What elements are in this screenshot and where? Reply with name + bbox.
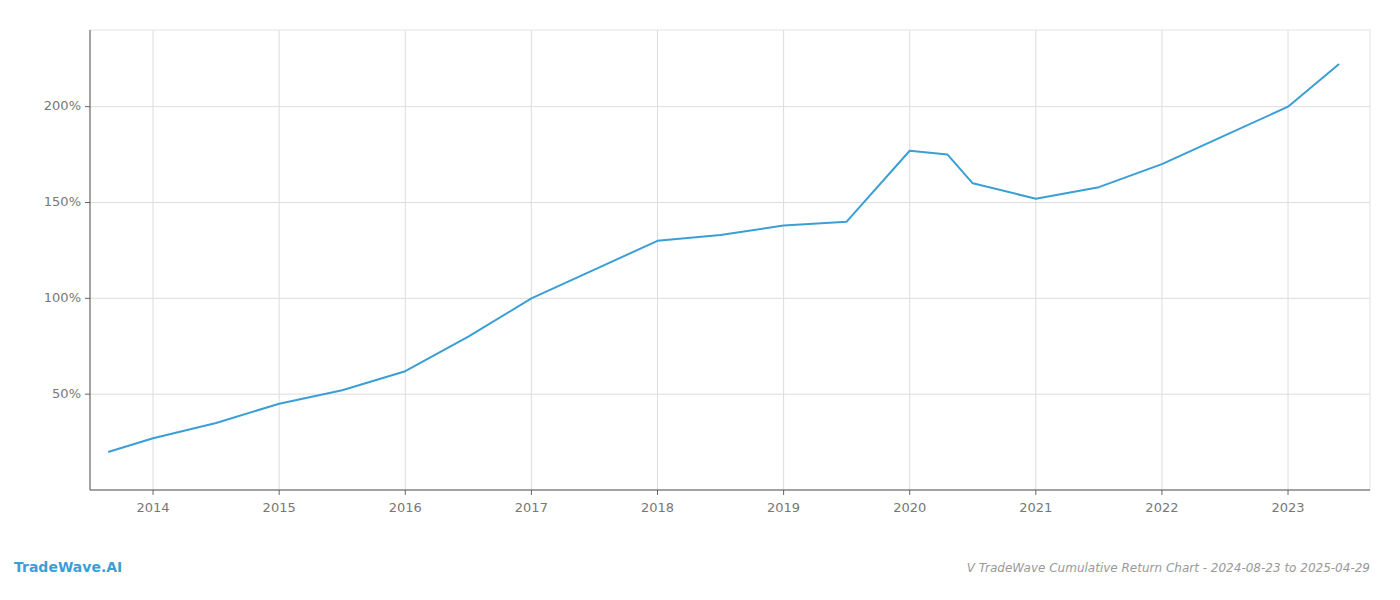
- x-tick: [1161, 490, 1162, 495]
- chart-container: 50% 100% 150% 200% 2014 2015 2016 2017 2018 2019 2…: [0, 0, 1400, 600]
- y-grid-line: [90, 106, 1370, 107]
- x-tick: [531, 490, 532, 495]
- y-tick-label: 150%: [44, 194, 81, 209]
- x-grid-line: [1161, 30, 1162, 490]
- x-tick: [1035, 490, 1036, 495]
- x-grid-line: [531, 30, 532, 490]
- x-grid-line: [279, 30, 280, 490]
- x-tick-label: 2016: [389, 500, 422, 515]
- x-tick: [783, 490, 784, 495]
- x-grid-line: [1035, 30, 1036, 490]
- y-tick: [85, 298, 90, 299]
- grid: [90, 30, 1370, 490]
- x-tick-label: 2021: [1019, 500, 1052, 515]
- y-tick-label: 50%: [52, 386, 81, 401]
- x-tick: [405, 490, 406, 495]
- axes: 50% 100% 150% 200% 2014 2015 2016 2017 2018 2019 2…: [44, 30, 1370, 515]
- x-grid-line: [153, 30, 154, 490]
- x-grid-line: [1288, 30, 1289, 490]
- x-grid-line: [657, 30, 658, 490]
- y-grid-line: [90, 202, 1370, 203]
- x-grid-line: [909, 30, 910, 490]
- x-tick-label: 2018: [641, 500, 674, 515]
- x-tick-label: 2023: [1271, 500, 1304, 515]
- x-grid-line: [783, 30, 784, 490]
- x-tick-label: 2020: [893, 500, 926, 515]
- x-tick-label: 2019: [767, 500, 800, 515]
- plot-area: [109, 65, 1339, 452]
- title: V TradeWave Cumulative Return Chart - 20…: [967, 561, 1370, 575]
- x-tick-label: 2017: [515, 500, 548, 515]
- page: {"chart_data": {"type": "line", "title":…: [0, 0, 1400, 600]
- y-axis-line: [90, 30, 91, 490]
- x-tick-label: 2014: [137, 500, 170, 515]
- x-axis-line: [90, 490, 1370, 491]
- x-tick: [153, 490, 154, 495]
- y-grid-line: [90, 394, 1370, 395]
- y-tick: [85, 394, 90, 395]
- chart-svg: 50% 100% 150% 200% 2014 2015 2016 2017 2018 2019 2…: [0, 0, 1400, 600]
- line: [109, 65, 1339, 452]
- y-tick-label: 200%: [44, 98, 81, 113]
- watermark: TradeWave.AI: [14, 559, 122, 575]
- x-grid-line: [405, 30, 406, 490]
- y-tick-label: 100%: [44, 290, 81, 305]
- x-tick: [909, 490, 910, 495]
- y-tick: [85, 202, 90, 203]
- y-grid-line: [90, 298, 1370, 299]
- x-tick-label: 2015: [263, 500, 296, 515]
- x-tick: [279, 490, 280, 495]
- y-tick: [85, 106, 90, 107]
- texts: V TradeWave Cumulative Return Chart - 20…: [14, 559, 1370, 575]
- plot-frame: [90, 30, 1370, 490]
- x-tick-label: 2022: [1145, 500, 1178, 515]
- x-tick: [1288, 490, 1289, 495]
- x-tick: [657, 490, 658, 495]
